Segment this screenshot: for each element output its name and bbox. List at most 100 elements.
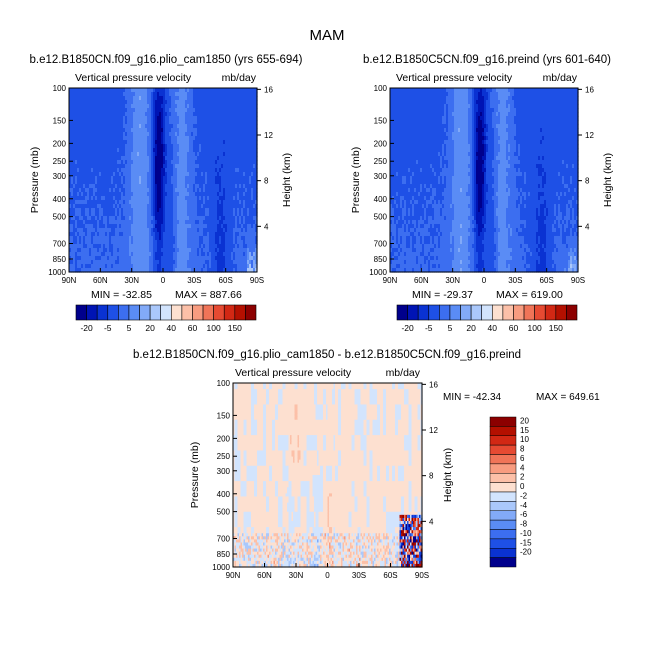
heatmap-cell (215, 208, 218, 213)
heatmap-cell (245, 132, 248, 137)
heatmap-cell (245, 184, 248, 189)
heatmap-cell (81, 128, 84, 133)
heatmap-cell (87, 156, 90, 161)
heatmap-cell (173, 216, 176, 221)
heatmap-cell (129, 192, 132, 197)
heatmap-cell (87, 172, 90, 177)
heatmap-cell (85, 112, 88, 117)
heatmap-cell (111, 140, 114, 145)
heatmap-cell (223, 152, 226, 157)
heatmap-cell (225, 200, 228, 205)
heatmap-cell (173, 208, 176, 213)
heatmap-cell (217, 168, 220, 173)
heatmap-cell (75, 132, 78, 137)
heatmap-cell (77, 132, 80, 137)
heatmap-cell (69, 160, 72, 165)
heatmap-cell (95, 92, 98, 97)
heatmap-cell (129, 140, 132, 145)
heatmap-cell (117, 128, 120, 133)
heatmap-cell (221, 184, 224, 189)
heatmap-cell (181, 168, 184, 173)
heatmap-cell (77, 128, 80, 133)
heatmap-cell (219, 144, 222, 149)
heatmap-cell (209, 116, 212, 121)
heatmap-cell (91, 120, 94, 125)
heatmap-cell (73, 176, 76, 181)
heatmap-cell (123, 180, 126, 185)
y-tick-label: 500 (53, 213, 67, 222)
heatmap-cell (103, 156, 106, 161)
heatmap-cell (173, 108, 176, 113)
heatmap-cell (153, 184, 156, 189)
heatmap-cell (141, 116, 144, 121)
heatmap-cell (93, 112, 96, 117)
heatmap-cell (201, 208, 204, 213)
heatmap-cell (249, 212, 252, 217)
heatmap-cell (133, 192, 136, 197)
heatmap-cell (77, 180, 80, 185)
heatmap-cell (87, 220, 90, 225)
heatmap-cell (101, 100, 104, 105)
heatmap-cell (125, 196, 128, 201)
heatmap-cell (171, 96, 174, 101)
heatmap-cell (109, 204, 112, 209)
heatmap-cell (107, 96, 110, 101)
heatmap-cell (249, 116, 252, 121)
heatmap-cell (87, 168, 90, 173)
heatmap-cell (249, 136, 252, 141)
heatmap-cell (127, 148, 130, 153)
heatmap-cell (217, 180, 220, 185)
heatmap-cell (205, 164, 208, 169)
heatmap-cell (107, 196, 110, 201)
heatmap-cell (161, 156, 164, 161)
heatmap-cell (77, 136, 80, 141)
heatmap-cell (227, 176, 230, 181)
heatmap-cell (175, 212, 178, 217)
heatmap-cell (163, 116, 166, 121)
heatmap-cell (253, 140, 256, 145)
heatmap-cell (173, 132, 176, 137)
heatmap-cell (175, 160, 178, 165)
heatmap-cell (151, 200, 154, 205)
heatmap-cell (229, 212, 232, 217)
heatmap-cell (201, 176, 204, 181)
heatmap-cell (229, 88, 232, 93)
heatmap-cell (99, 140, 102, 145)
panel-preind-subtitle: Vertical pressure velocity (396, 72, 513, 84)
heatmap-cell (175, 88, 178, 93)
heatmap-cell (189, 88, 192, 93)
heatmap-cell (175, 204, 178, 209)
heatmap-cell (83, 152, 86, 157)
heatmap-cell (211, 92, 214, 97)
heatmap-cell (119, 176, 122, 181)
heatmap-cell (71, 180, 74, 185)
heatmap-cell (135, 168, 138, 173)
heatmap-cell (201, 184, 204, 189)
heatmap-cell (163, 172, 166, 177)
heatmap-cell (233, 208, 236, 213)
heatmap-cell (87, 88, 90, 93)
heatmap-cell (107, 192, 110, 197)
heatmap-cell (111, 172, 114, 177)
heatmap-cell (245, 216, 248, 221)
heatmap-cell (93, 88, 96, 93)
heatmap-cell (155, 100, 158, 105)
heatmap-cell (137, 140, 140, 145)
heatmap-cell (207, 192, 210, 197)
heatmap-cell (157, 104, 160, 109)
heatmap-cell (249, 200, 252, 205)
heatmap-cell (223, 204, 226, 209)
heatmap-cell (85, 140, 88, 145)
heatmap-cell (207, 120, 210, 125)
heatmap-cell (175, 104, 178, 109)
heatmap-cell (193, 92, 196, 97)
heatmap-cell (239, 108, 242, 113)
heatmap-cell (133, 164, 136, 169)
heatmap-cell (149, 208, 152, 213)
heatmap-cell (177, 88, 180, 93)
heatmap-cell (77, 112, 80, 117)
heatmap-cell (145, 204, 148, 209)
heatmap-cell (75, 176, 78, 181)
heatmap-cell (255, 136, 258, 141)
heatmap-cell (107, 156, 110, 161)
